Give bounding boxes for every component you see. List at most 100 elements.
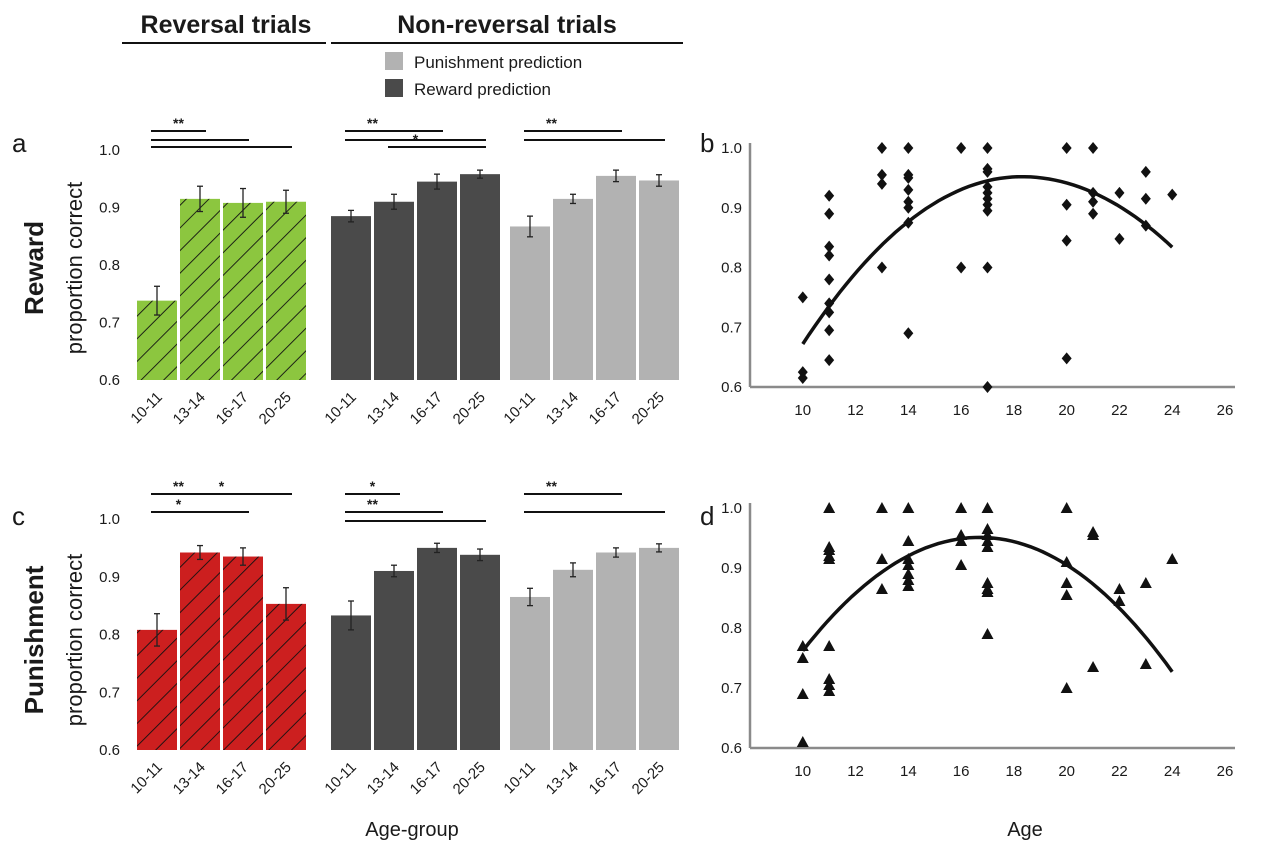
data-point [982,204,993,217]
bar [596,175,636,380]
x-tick-label: 13-14 [170,389,209,428]
x-tick-label: 14 [900,402,917,419]
data-point [902,553,915,564]
data-point [903,142,914,154]
x-tick-label: 16-17 [407,389,446,428]
row-label-reward: Reward [19,221,49,315]
y-axis-label-c: proportion correct [62,554,87,726]
data-point [1088,207,1099,220]
data-point [796,736,809,747]
data-point [823,673,836,684]
data-point [824,240,835,253]
y-tick-label: 0.8 [99,257,120,274]
data-point [875,502,888,513]
significance-label: * [370,478,376,494]
data-point [824,324,835,337]
bar [460,174,500,380]
x-tick-label: 10-11 [500,389,538,427]
data-point [1088,186,1099,199]
data-point [823,544,836,555]
x-tick-label: 20 [1058,402,1075,419]
bar [553,569,593,750]
data-point [1167,188,1178,201]
x-tick-label: 10-11 [127,389,165,427]
legend-label-punishment: Punishment prediction [414,53,582,72]
data-point [823,679,836,690]
y-tick-label: 1.0 [99,142,120,159]
significance-label: ** [546,478,557,494]
chart-panel-c: 0.60.70.80.91.010-11 13-14 16-17 20-25 10-11… [99,478,679,798]
legend: Punishment prediction Reward prediction [385,52,582,99]
data-point [981,541,994,552]
data-point [823,502,836,513]
x-tick-label: 18 [1006,763,1023,780]
bar-hatch [223,556,263,750]
data-point [1061,142,1072,154]
data-point [1166,553,1179,564]
x-tick-label: 20 [1058,763,1075,780]
data-point [824,207,835,220]
y-tick-label: 0.7 [99,315,120,332]
data-point [1060,682,1073,693]
chart-panel-d: 0.6 0.7 0.8 0.9 1.0 10 12 14 16 18 20 22 24 26 [721,500,1235,780]
data-point [1060,577,1073,588]
data-point [981,628,994,639]
bar-hatch [180,552,220,750]
data-point [1087,529,1100,540]
data-point [903,327,914,340]
panel-label-c: c [12,501,25,531]
bar-hatch [223,202,263,380]
x-tick-label: 10 [794,402,811,419]
data-point [902,574,915,585]
row-label-punishment: Punishment [19,565,49,714]
data-point [1087,661,1100,672]
x-tick-label: 10-11 [127,759,165,797]
significance-label: ** [367,496,378,512]
data-point [981,529,994,540]
data-point [1114,232,1125,245]
data-point [876,261,887,274]
x-tick-label: 24 [1164,763,1181,780]
data-point [1088,195,1099,208]
chart-panel-a: 0.60.70.80.91.010-11 13-14 16-17 20-25 10-11… [99,115,679,428]
y-tick-label: 0.8 [99,627,120,644]
x-axis-label-d: Age [1007,819,1043,841]
data-point [1113,583,1126,594]
significance-label: * [219,478,225,494]
data-point [1113,595,1126,606]
data-point [824,306,835,319]
x-tick-label: 10-11 [321,389,359,427]
bar-hatch [137,629,177,750]
y-tick-label: 0.7 [721,319,742,336]
data-point [824,249,835,262]
data-point [982,381,993,393]
y-tick-label: 0.9 [721,560,742,577]
x-tick-label: 16 [953,402,970,419]
data-point [823,640,836,651]
data-point [982,261,993,274]
data-point [903,183,914,196]
data-point [1061,198,1072,211]
data-point [956,142,967,154]
x-tick-label: 26 [1217,402,1234,419]
x-tick-label: 13-14 [170,759,209,798]
bar [510,596,550,750]
bar [639,547,679,750]
x-tick-label: 16-17 [407,759,446,798]
y-tick-label: 0.7 [721,680,742,697]
x-tick-label: 13-14 [543,389,582,428]
chart-panel-b: 0.6 0.7 0.8 0.9 1.0 10 12 14 16 18 20 22 24 26 [721,140,1235,419]
x-tick-label: 20-25 [256,389,295,428]
fit-curve [801,174,1174,345]
x-tick-label: 13-14 [364,759,403,798]
data-point [1060,556,1073,567]
significance-label: * [413,131,419,147]
bar [417,547,457,750]
bar [553,198,593,380]
data-point [955,559,968,570]
data-point [903,201,914,214]
data-point [902,559,915,570]
data-point [902,502,915,513]
data-point [955,502,968,513]
data-point [1139,577,1152,588]
